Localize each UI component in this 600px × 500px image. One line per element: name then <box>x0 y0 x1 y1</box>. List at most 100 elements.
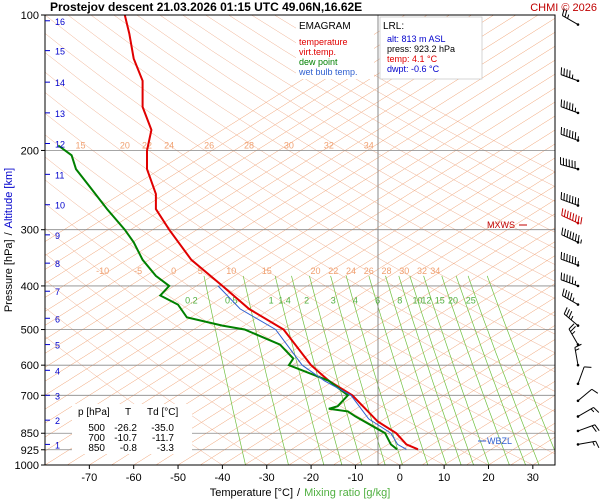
isotherm-line <box>45 15 539 326</box>
barb-feather <box>572 232 575 240</box>
mixing-ratio-line <box>345 275 403 465</box>
isotherm-label: 28 <box>244 140 254 150</box>
temperature-tick-label: 30 <box>527 472 539 484</box>
mixing-ratio-label: 15 <box>435 295 445 305</box>
isotherm-label: 32 <box>324 140 334 150</box>
altitude-tick-label: 5 <box>55 341 60 351</box>
table-header-p: p [hPa] <box>78 407 110 418</box>
barb-station <box>576 324 580 327</box>
mixing-ratio-label: 1 <box>269 295 274 305</box>
altitude-tick-label: 6 <box>55 314 60 324</box>
legend-item-wet-bulb: wet bulb temp. <box>298 67 358 77</box>
wind-barb <box>561 227 582 244</box>
barb-feather <box>572 213 575 221</box>
mixing-ratio-line <box>291 275 343 465</box>
barb-half-feather <box>567 14 570 19</box>
dry-adiabat-line <box>45 15 555 335</box>
page-title: Prostejov descent 21.03.2026 01:15 UTC 4… <box>50 0 362 14</box>
barb-station <box>576 415 580 418</box>
y-axis-pressure-label: Pressure [hPa] <box>3 239 15 312</box>
barb-half-feather <box>572 297 575 302</box>
mixing-ratio-label: 2 <box>304 295 309 305</box>
barb-feather <box>566 129 568 137</box>
mixing-ratio-line <box>398 275 462 465</box>
mixing-ratio-label: 25 <box>466 295 476 305</box>
barb-feather <box>563 193 565 201</box>
isotherm-label: 0 <box>171 266 176 276</box>
legend-box: EMAGRAM temperature virt.temp. dew point… <box>296 17 374 79</box>
wind-barb <box>563 307 580 327</box>
wind-barb <box>560 99 580 115</box>
barb-staff <box>577 440 596 445</box>
barb-feather <box>560 99 563 107</box>
barb-half-feather <box>571 330 576 335</box>
barb-feather <box>560 126 563 135</box>
barb-feather <box>569 130 571 138</box>
lrl-press: press: 923.2 hPa <box>387 44 455 54</box>
barb-feather <box>563 228 567 237</box>
barb-feather <box>569 195 571 203</box>
barb-feather <box>591 425 597 432</box>
barb-station <box>576 382 580 386</box>
barb-feather <box>569 292 573 301</box>
barb-staff <box>577 366 585 384</box>
mixing-ratio-label: 10 <box>413 295 423 305</box>
pressure-tick-label: 600 <box>21 360 39 372</box>
isotherm-label: -10 <box>96 266 109 276</box>
barb-feather <box>591 388 599 394</box>
dry-adiabat-line <box>45 71 555 392</box>
barb-feather <box>560 67 563 75</box>
barb-feather <box>563 128 565 136</box>
temperature-tick-label: -10 <box>347 472 363 484</box>
isotherm-label: 15 <box>262 266 272 276</box>
barb-feather <box>574 343 582 348</box>
level-table: p [hPa] T Td [°C] 500 -26.2 -35.0 700 -1… <box>72 404 192 454</box>
isotherm-label: 34 <box>364 140 374 150</box>
y-axis-title: Pressure [hPa] / Altitude [km] <box>3 168 15 312</box>
mxws-marker: MXWS <box>487 220 515 230</box>
mixing-ratio-line <box>274 275 325 465</box>
dry-adiabat-line <box>113 15 555 282</box>
mixing-ratio-line <box>409 275 474 465</box>
barb-station <box>576 443 580 446</box>
isotherm-label: 22 <box>142 140 152 150</box>
mixing-ratio-label: 8 <box>397 295 402 305</box>
pressure-tick-label: 700 <box>21 390 39 402</box>
isotherm-line <box>45 31 555 354</box>
mixing-ratio-line <box>309 275 363 465</box>
wind-barb <box>576 440 600 449</box>
mixing-ratio-label: 0.2 <box>185 295 198 305</box>
mixing-ratio-label: 12 <box>421 295 431 305</box>
barb-feather <box>569 212 572 220</box>
isotherm-label: 22 <box>328 266 338 276</box>
wind-barb <box>561 208 583 225</box>
barb-feather <box>566 253 568 262</box>
barb-half-feather <box>580 239 582 244</box>
mixing-ratio-line <box>467 275 540 465</box>
barb-feather <box>574 257 577 265</box>
wind-barb <box>559 157 580 171</box>
barb-feather <box>566 194 568 202</box>
temperature-tick-label: -40 <box>214 472 230 484</box>
isotherm-label: 32 <box>417 266 427 276</box>
temperature-tick-label: -50 <box>170 472 186 484</box>
wbzl-marker: WBZL <box>487 436 512 446</box>
wind-barb <box>576 388 599 403</box>
isotherm-line <box>577 15 600 465</box>
altitude-tick-label: 2 <box>55 416 60 426</box>
altitude-tick-label: 15 <box>55 47 65 57</box>
barb-station <box>576 284 580 288</box>
barb-feather <box>563 273 565 281</box>
copyright: CHMI © 2026 <box>530 2 597 14</box>
barb-feather <box>566 210 569 219</box>
barb-feather <box>563 100 565 108</box>
barb-feather <box>567 291 570 299</box>
mixing-ratio-label: 1.4 <box>278 295 291 305</box>
isotherm-label: 24 <box>164 140 174 150</box>
barb-station <box>576 23 580 26</box>
barb-feather <box>560 272 563 280</box>
temperature-tick-label: 10 <box>438 472 450 484</box>
x-axis-separator: / <box>297 487 301 499</box>
barb-feather <box>561 288 565 296</box>
